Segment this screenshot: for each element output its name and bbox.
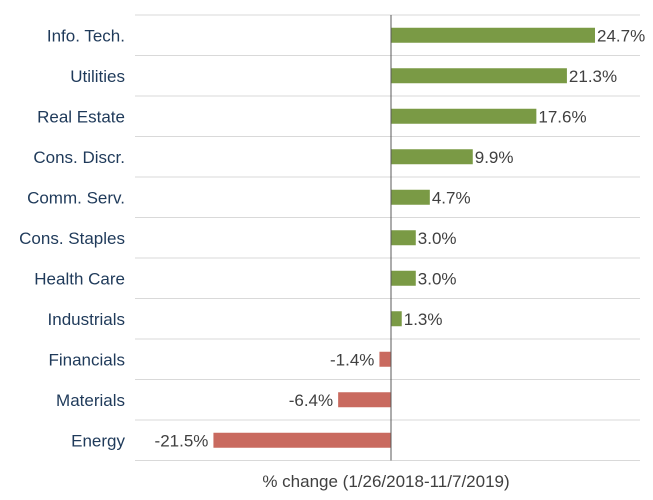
- bar: [379, 351, 391, 367]
- value-label: 21.3%: [569, 67, 617, 86]
- value-label: 24.7%: [597, 26, 645, 45]
- value-label: 3.0%: [418, 229, 457, 248]
- category-label: Energy: [71, 431, 125, 450]
- bar: [391, 27, 595, 43]
- grid-layer: [135, 14, 640, 461]
- bar: [338, 392, 391, 408]
- category-label: Info. Tech.: [47, 26, 125, 45]
- bar: [391, 230, 416, 246]
- category-label: Real Estate: [37, 107, 125, 126]
- category-label: Industrials: [48, 310, 125, 329]
- value-label: -1.4%: [330, 350, 374, 369]
- category-label: Materials: [56, 391, 125, 410]
- category-label: Financials: [48, 350, 125, 369]
- category-label: Cons. Staples: [19, 229, 125, 248]
- value-label: 9.9%: [475, 148, 514, 167]
- category-label: Comm. Serv.: [27, 188, 125, 207]
- value-label: 17.6%: [538, 107, 586, 126]
- bar-layer: [213, 27, 595, 448]
- value-label: 3.0%: [418, 269, 457, 288]
- x-axis-title: % change (1/26/2018-11/7/2019): [262, 472, 509, 491]
- value-label: -6.4%: [289, 391, 333, 410]
- bar: [391, 68, 567, 84]
- category-label: Cons. Discr.: [33, 148, 125, 167]
- category-label: Health Care: [34, 269, 125, 288]
- value-label: 4.7%: [432, 188, 471, 207]
- bar: [213, 432, 391, 448]
- bar: [391, 189, 430, 205]
- value-label: 1.3%: [404, 310, 443, 329]
- bar: [391, 311, 402, 327]
- bar: [391, 270, 416, 286]
- bar: [391, 149, 473, 165]
- value-label: -21.5%: [155, 431, 209, 450]
- category-label: Utilities: [70, 67, 125, 86]
- label-layer: Info. Tech. 24.7% Utilities 21.3% Real Estat…: [19, 26, 645, 450]
- bar: [391, 108, 537, 124]
